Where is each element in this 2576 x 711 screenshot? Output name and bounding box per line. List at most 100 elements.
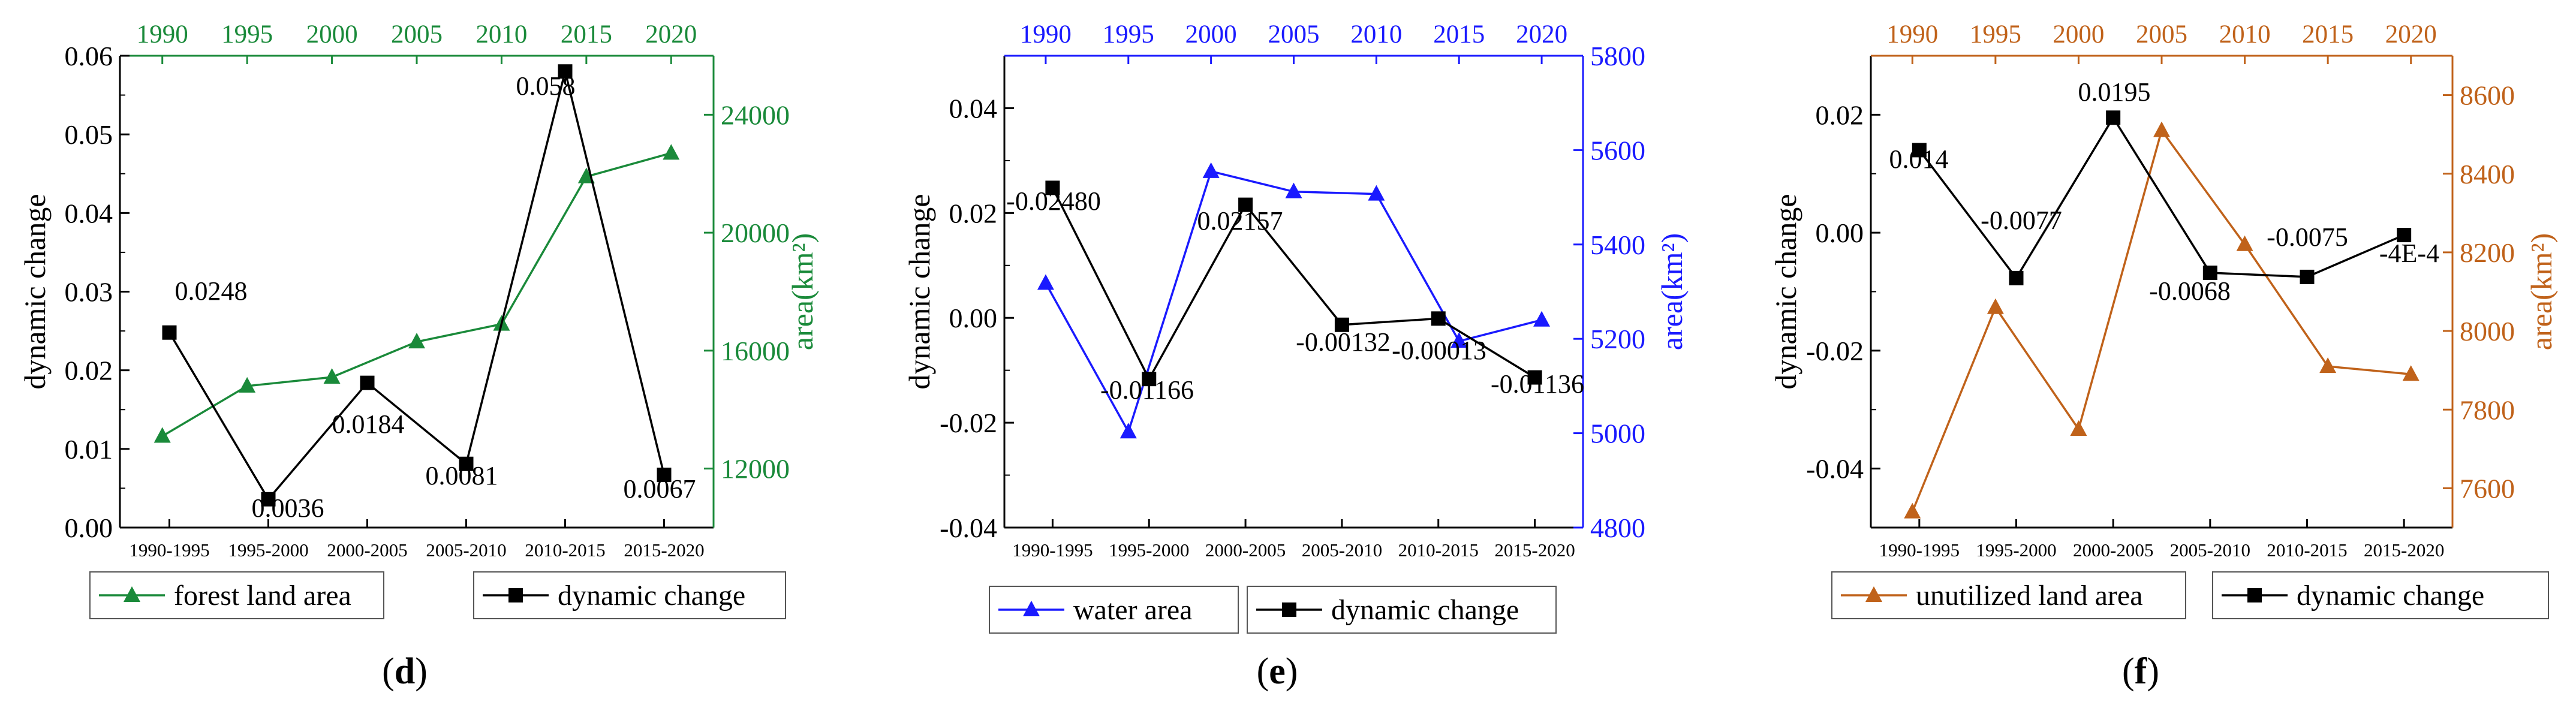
panel-label: (e) (1257, 651, 1298, 692)
data-label: 0.058 (516, 71, 576, 101)
top-year-label: 2000 (2053, 20, 2104, 49)
dynamic-point (1431, 311, 1446, 326)
data-label: 0.0184 (332, 409, 405, 439)
legend-label-dynamic: dynamic change (1331, 594, 1519, 626)
x-tick-label: 2015-2020 (1494, 540, 1575, 561)
dynamic-point (657, 468, 672, 483)
y2-tick-label: 5400 (1590, 230, 1645, 260)
dynamic-point (2202, 266, 2217, 281)
y2-tick-label: 4800 (1590, 513, 1645, 543)
top-year-label: 2015 (561, 20, 612, 49)
area-point (323, 368, 341, 384)
area-point (1202, 162, 1220, 178)
top-year-label: 2015 (1433, 20, 1485, 49)
top-year-label: 2010 (476, 20, 527, 49)
dynamic-point (1045, 180, 1060, 195)
dynamic-series-line (1051, 187, 1536, 381)
top-year-label: 2020 (2385, 20, 2437, 49)
dynamic-point (2106, 110, 2121, 125)
legend-box-dynamic (473, 571, 786, 619)
data-label: -0.00013 (1392, 336, 1486, 365)
area-point (2402, 365, 2419, 381)
y2-tick-label: 24000 (721, 100, 790, 130)
area-point (1904, 502, 1921, 519)
data-label: 0.02157 (1197, 206, 1283, 236)
top-year-label: 2015 (2302, 20, 2354, 49)
panel-label: (d) (382, 651, 428, 692)
top-year-label: 1990 (1020, 20, 1072, 49)
area-point (2153, 121, 2170, 137)
area-point (408, 333, 425, 349)
area-point (663, 144, 680, 160)
area-point (154, 427, 171, 443)
area-point (1987, 298, 2004, 314)
legend-marker-area (1023, 601, 1040, 616)
y-tick-label: 0.02 (949, 198, 998, 228)
y2-tick-label: 8000 (2460, 316, 2515, 347)
y-tick-label: 0.00 (949, 303, 998, 333)
dynamic-point (1142, 372, 1157, 387)
legend-marker-dynamic (508, 588, 523, 602)
y2-tick-label: 12000 (721, 454, 790, 484)
x-tick-label: 2010-2015 (2267, 540, 2347, 561)
y-tick-label: 0.02 (65, 356, 113, 386)
top-year-label: 2010 (1350, 20, 1402, 49)
area-point (1037, 274, 1054, 290)
x-tick-label: 1990-1995 (1879, 540, 1960, 561)
area-point (239, 376, 256, 393)
area-point (1120, 423, 1137, 439)
y2-tick-label: 20000 (721, 218, 790, 248)
data-label: 0.0248 (175, 276, 248, 306)
data-label: -0.01166 (1100, 375, 1194, 405)
y-tick-label: 0.05 (65, 119, 113, 150)
dynamic-series-line (1918, 115, 2405, 280)
x-tick-label: 1995-2000 (1109, 540, 1189, 561)
top-year-label: 2005 (1268, 20, 1320, 49)
top-year-label: 2010 (2219, 20, 2271, 49)
top-year-label: 1995 (221, 20, 273, 49)
y2-axis-title: area(km²) (1655, 233, 1689, 350)
dynamic-point (162, 325, 177, 340)
top-year-label: 1995 (1970, 20, 2021, 49)
data-label: 0.0081 (426, 461, 498, 490)
legend-label-dynamic: dynamic change (2297, 580, 2484, 611)
x-tick-label: 2010-2015 (525, 540, 605, 561)
dynamic-point (2009, 270, 2024, 285)
x-tick-label: 2005-2010 (1302, 540, 1382, 561)
x-tick-label: 2000-2005 (1205, 540, 1286, 561)
y2-tick-label: 16000 (721, 336, 790, 366)
data-label: -0.0077 (1981, 206, 2062, 235)
chart-panel-3: -0.04 -0.02 0.00 0.02 7600 7800 8000 8200 8400 86… (1769, 20, 2558, 692)
area-series-line (1911, 128, 2411, 513)
legend-marker-dynamic (1282, 602, 1296, 617)
dynamic-point (1527, 370, 1542, 385)
data-label: 0.0036 (252, 493, 324, 523)
chart-panel-1: 0.00 0.01 0.02 0.03 0.04 0.05 0.06 12000 16000 20… (18, 20, 819, 692)
dynamic-point (1238, 197, 1253, 212)
chart-panel-2: -0.04 -0.02 0.00 0.02 0.04 4800 5000 5200 5400 56… (902, 20, 1689, 692)
x-tick-label: 1990-1995 (1012, 540, 1093, 561)
y2-tick-label: 5800 (1590, 41, 1645, 71)
x-tick-label: 2015-2020 (2364, 540, 2444, 561)
dynamic-point (2300, 269, 2315, 284)
dynamic-point (459, 456, 474, 471)
y-tick-label: 0.03 (65, 277, 113, 308)
data-label: -0.0075 (2267, 222, 2348, 252)
y-axis-title: dynamic change (1769, 194, 1802, 389)
y-tick-label: -0.02 (1806, 336, 1864, 366)
y-tick-label: -0.04 (940, 513, 997, 543)
legend-box-area (989, 586, 1239, 634)
y-tick-label: -0.04 (1806, 454, 1864, 484)
dynamic-point (558, 64, 573, 79)
dynamic-point (360, 375, 375, 390)
panel-label: (f) (2122, 651, 2159, 692)
data-label: 0.0067 (624, 474, 696, 504)
y-tick-label: 0.02 (1816, 100, 1864, 130)
y-axis-title: dynamic change (18, 194, 52, 389)
top-year-label: 2020 (1516, 20, 1567, 49)
dynamic-point (261, 492, 276, 507)
x-tick-label: 2000-2005 (2073, 540, 2153, 561)
top-year-label: 2020 (645, 20, 697, 49)
y2-tick-label: 8600 (2460, 80, 2515, 111)
